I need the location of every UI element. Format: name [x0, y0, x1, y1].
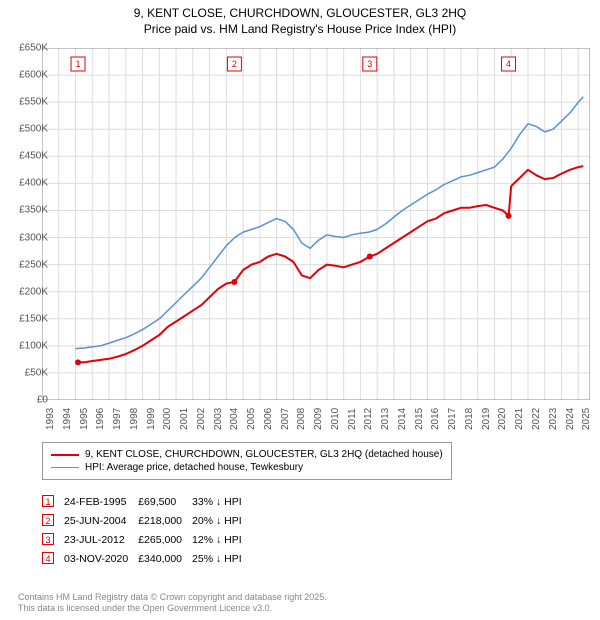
- y-tick-label: £50K: [8, 367, 48, 378]
- legend-row: HPI: Average price, detached house, Tewk…: [51, 462, 443, 473]
- x-tick-label: 1995: [79, 408, 90, 430]
- legend-row: 9, KENT CLOSE, CHURCHDOWN, GLOUCESTER, G…: [51, 449, 443, 460]
- legend: 9, KENT CLOSE, CHURCHDOWN, GLOUCESTER, G…: [42, 442, 452, 480]
- table-row: 3 23-JUL-2012£265,00012% ↓ HPI: [42, 530, 252, 549]
- x-tick-label: 2017: [447, 408, 458, 430]
- y-tick-label: £200K: [8, 286, 48, 297]
- x-tick-label: 2024: [565, 408, 576, 430]
- x-tick-label: 2005: [246, 408, 257, 430]
- y-tick-label: £250K: [8, 259, 48, 270]
- x-tick-label: 2019: [481, 408, 492, 430]
- sale-date: 03-NOV-2020: [64, 549, 138, 568]
- table-row: 1 24-FEB-1995£69,50033% ↓ HPI: [42, 492, 252, 511]
- y-tick-label: £650K: [8, 43, 48, 54]
- legend-swatch: [51, 454, 79, 456]
- sale-date: 25-JUN-2004: [64, 511, 138, 530]
- chart-title: 9, KENT CLOSE, CHURCHDOWN, GLOUCESTER, G…: [0, 0, 600, 37]
- sale-price: £340,000: [138, 549, 192, 568]
- x-tick-label: 2013: [380, 408, 391, 430]
- y-tick-label: £400K: [8, 178, 48, 189]
- svg-text:1: 1: [76, 59, 81, 69]
- x-tick-label: 1996: [95, 408, 106, 430]
- x-tick-label: 1993: [45, 408, 56, 430]
- footer-line-2: This data is licensed under the Open Gov…: [18, 603, 327, 614]
- x-tick-label: 1998: [129, 408, 140, 430]
- svg-text:2: 2: [232, 59, 237, 69]
- y-tick-label: £600K: [8, 70, 48, 81]
- x-tick-label: 1997: [112, 408, 123, 430]
- x-tick-label: 2020: [497, 408, 508, 430]
- x-tick-label: 2006: [263, 408, 274, 430]
- legend-label: 9, KENT CLOSE, CHURCHDOWN, GLOUCESTER, G…: [85, 449, 443, 460]
- y-tick-label: £100K: [8, 340, 48, 351]
- table-row: 2 25-JUN-2004£218,00020% ↓ HPI: [42, 511, 252, 530]
- sale-delta: 20% ↓ HPI: [192, 511, 252, 530]
- x-tick-label: 2010: [330, 408, 341, 430]
- x-tick-label: 1999: [146, 408, 157, 430]
- svg-text:4: 4: [506, 59, 511, 69]
- sale-date: 23-JUL-2012: [64, 530, 138, 549]
- x-tick-label: 2000: [162, 408, 173, 430]
- footer-line-1: Contains HM Land Registry data © Crown c…: [18, 592, 327, 603]
- x-tick-label: 2001: [179, 408, 190, 430]
- table-row: 4 03-NOV-2020£340,00025% ↓ HPI: [42, 549, 252, 568]
- svg-text:3: 3: [367, 59, 372, 69]
- sale-date: 24-FEB-1995: [64, 492, 138, 511]
- x-tick-label: 2009: [313, 408, 324, 430]
- x-tick-label: 2023: [548, 408, 559, 430]
- y-tick-label: £450K: [8, 151, 48, 162]
- x-tick-label: 2003: [213, 408, 224, 430]
- sale-marker-badge: 1: [42, 495, 54, 507]
- x-tick-label: 2018: [464, 408, 475, 430]
- sale-price: £265,000: [138, 530, 192, 549]
- legend-swatch: [51, 467, 79, 468]
- title-line-2: Price paid vs. HM Land Registry's House …: [0, 22, 600, 38]
- footer: Contains HM Land Registry data © Crown c…: [18, 592, 327, 615]
- x-tick-label: 1994: [62, 408, 73, 430]
- x-tick-label: 2007: [280, 408, 291, 430]
- sale-marker-badge: 3: [42, 533, 54, 545]
- legend-label: HPI: Average price, detached house, Tewk…: [85, 462, 303, 473]
- y-tick-label: £550K: [8, 97, 48, 108]
- sale-marker-badge: 2: [42, 514, 54, 526]
- x-tick-label: 2012: [363, 408, 374, 430]
- chart-plot-area: 1 2 3 4: [42, 48, 590, 400]
- x-tick-label: 2022: [531, 408, 542, 430]
- sale-price: £69,500: [138, 492, 192, 511]
- sale-marker-badge: 4: [42, 552, 54, 564]
- sales-table: 1 24-FEB-1995£69,50033% ↓ HPI 2 25-JUN-2004…: [42, 492, 252, 568]
- x-tick-label: 2025: [581, 408, 592, 430]
- x-tick-label: 2008: [296, 408, 307, 430]
- x-tick-label: 2002: [196, 408, 207, 430]
- chart-svg: 1 2 3 4: [42, 48, 590, 400]
- x-tick-label: 2015: [414, 408, 425, 430]
- y-tick-label: £300K: [8, 232, 48, 243]
- y-tick-label: £0: [8, 395, 48, 406]
- x-tick-label: 2016: [430, 408, 441, 430]
- sale-delta: 33% ↓ HPI: [192, 492, 252, 511]
- sale-delta: 25% ↓ HPI: [192, 549, 252, 568]
- chart-container: 9, KENT CLOSE, CHURCHDOWN, GLOUCESTER, G…: [0, 0, 600, 620]
- x-tick-label: 2014: [397, 408, 408, 430]
- x-tick-label: 2021: [514, 408, 525, 430]
- x-tick-label: 2004: [229, 408, 240, 430]
- sale-delta: 12% ↓ HPI: [192, 530, 252, 549]
- title-line-1: 9, KENT CLOSE, CHURCHDOWN, GLOUCESTER, G…: [0, 6, 600, 22]
- y-tick-label: £150K: [8, 313, 48, 324]
- sale-price: £218,000: [138, 511, 192, 530]
- y-tick-label: £500K: [8, 124, 48, 135]
- y-tick-label: £350K: [8, 205, 48, 216]
- x-tick-label: 2011: [347, 408, 358, 430]
